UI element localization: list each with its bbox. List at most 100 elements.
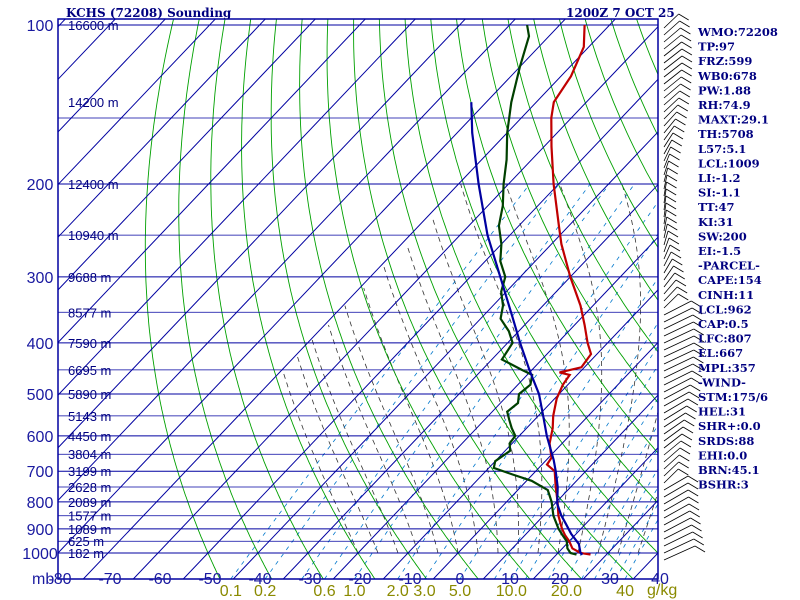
mixing-ratio-lines — [230, 183, 658, 579]
isotherm-line — [582, 499, 658, 579]
wind-barb-staff — [663, 300, 692, 316]
mixing-ratio-line — [397, 201, 658, 579]
wind-barb-staff — [663, 265, 674, 281]
wind-barb-feather — [693, 328, 704, 336]
wind-barb-staff — [663, 342, 695, 358]
wind-barb-feather — [693, 538, 705, 546]
wind-barb-staff — [663, 244, 671, 260]
wind-barb-feather — [666, 181, 677, 189]
wind-barb-feather — [693, 342, 705, 350]
wind-barb-feather — [665, 202, 677, 210]
mixing-ratio-line — [547, 397, 658, 579]
temperature-tick-label: 30 — [601, 571, 619, 588]
wind-barb-staff — [663, 237, 670, 253]
wind-barb-feather — [665, 195, 677, 203]
wind-barb-staff — [663, 48, 683, 64]
wind-barb-staff — [663, 363, 694, 379]
isotherm-line — [82, 19, 616, 579]
wind-barb-staff — [663, 398, 689, 414]
dry-adiabat-line — [788, 13, 800, 579]
dry-adiabat-line — [178, 19, 273, 579]
mixing-ratio-line — [354, 183, 635, 579]
isotherm-line — [58, 19, 516, 502]
wind-barb-feather — [672, 258, 683, 266]
wind-barb-staff — [663, 139, 673, 155]
mixing-ratio-tick-label: 0.6 — [313, 583, 335, 600]
observation-time: 1200Z 7 OCT 25 — [566, 6, 675, 20]
sounding-parameters: WMO:72208TP:97FRZ:599WB0:678PW:1.88RH:74… — [697, 25, 778, 492]
sounding-parameter: -PARCEL- — [698, 259, 760, 273]
wind-barb-feather — [691, 377, 702, 385]
wind-barb-staff — [663, 27, 681, 43]
wind-barb-staff — [663, 335, 695, 351]
wind-barb-feather — [688, 503, 700, 511]
mixing-ratio-line — [525, 364, 658, 579]
sounding-parameter: KI:31 — [698, 215, 734, 229]
sounding-parameter: EHI:0.0 — [698, 448, 747, 462]
temperature-tick-label: -80 — [48, 571, 71, 588]
height-label: 3804 m — [68, 447, 111, 462]
isotherm-line — [58, 19, 566, 554]
wind-barb-feather — [687, 475, 699, 483]
wind-barb-staff — [663, 482, 689, 498]
sounding-parameter: CAP:0.5 — [698, 317, 749, 331]
wind-barb-staff — [663, 419, 685, 435]
mixing-ratio-line — [324, 183, 610, 579]
wind-barb-feather — [682, 426, 694, 434]
moist-adiabat-line — [311, 339, 399, 554]
sounding-parameter: EL:667 — [698, 346, 743, 360]
dry-adiabat-line — [507, 19, 658, 353]
pressure-tick-label: 400 — [27, 336, 54, 353]
wind-barb-staff — [663, 356, 694, 372]
wind-barb-staff — [663, 405, 687, 421]
mixing-ratio-line — [301, 183, 591, 579]
isotherm-line — [0, 13, 21, 579]
wind-barb-feather — [691, 524, 702, 532]
wind-barb-feather — [694, 545, 706, 553]
wind-barb-staff — [663, 412, 686, 428]
wind-barb-staff — [663, 118, 676, 134]
wind-barb-feather — [687, 398, 699, 406]
sounding-parameter: MAXT:29.1 — [698, 113, 769, 127]
moist-adiabat-line — [297, 356, 379, 554]
mixing-ratio-line — [615, 503, 658, 579]
wind-barb-feather — [678, 461, 689, 469]
mixing-ratio-line — [594, 467, 658, 579]
wind-barb-feather — [684, 419, 695, 427]
wind-barb-staff — [663, 384, 691, 400]
wind-barb-feather — [681, 62, 693, 70]
isotherm-line — [58, 19, 266, 238]
wind-barb-staff — [663, 328, 694, 344]
sounding-parameter: -WIND- — [698, 375, 746, 389]
sounding-parameter: LCL:962 — [698, 302, 752, 316]
wind-barb-feather — [681, 48, 693, 56]
sounding-traces — [470, 24, 593, 556]
sounding-parameter: CAPE:154 — [698, 273, 762, 287]
wind-barb-feather — [675, 279, 687, 287]
wind-barb-staff — [663, 216, 668, 232]
wind-barb-staff — [663, 111, 677, 127]
isotherm-line — [58, 19, 166, 133]
wind-barb-staff — [663, 468, 679, 484]
sounding-parameter: EI:-1.5 — [698, 244, 741, 258]
wind-barb-feather — [668, 160, 679, 168]
wind-barb-staff — [663, 97, 680, 113]
height-label: 5890 m — [68, 387, 111, 402]
mixing-ratio-line — [511, 345, 658, 579]
height-labels: 16600 m 14200 m 12400 m 10940 m 9688 m 8577 m… — [68, 18, 119, 561]
mixing-ratio-line — [459, 277, 658, 579]
temperature-tick-label: -40 — [248, 571, 271, 588]
wind-barb-staff — [663, 391, 690, 407]
wind-barb-staff — [663, 181, 667, 197]
wind-barb-staff — [663, 503, 690, 519]
wind-barb-staff — [663, 69, 682, 85]
wind-barb-staff — [663, 167, 669, 183]
wind-barb-feather — [671, 139, 682, 147]
height-label: 1577 m — [68, 509, 111, 524]
wind-barb-feather — [670, 251, 682, 259]
wind-barb-feather — [687, 489, 699, 497]
mixing-ratio-line — [566, 424, 658, 579]
wind-barb-staff — [663, 279, 677, 295]
wind-barb-feather — [693, 321, 704, 329]
wind-barb-feather — [667, 223, 678, 231]
